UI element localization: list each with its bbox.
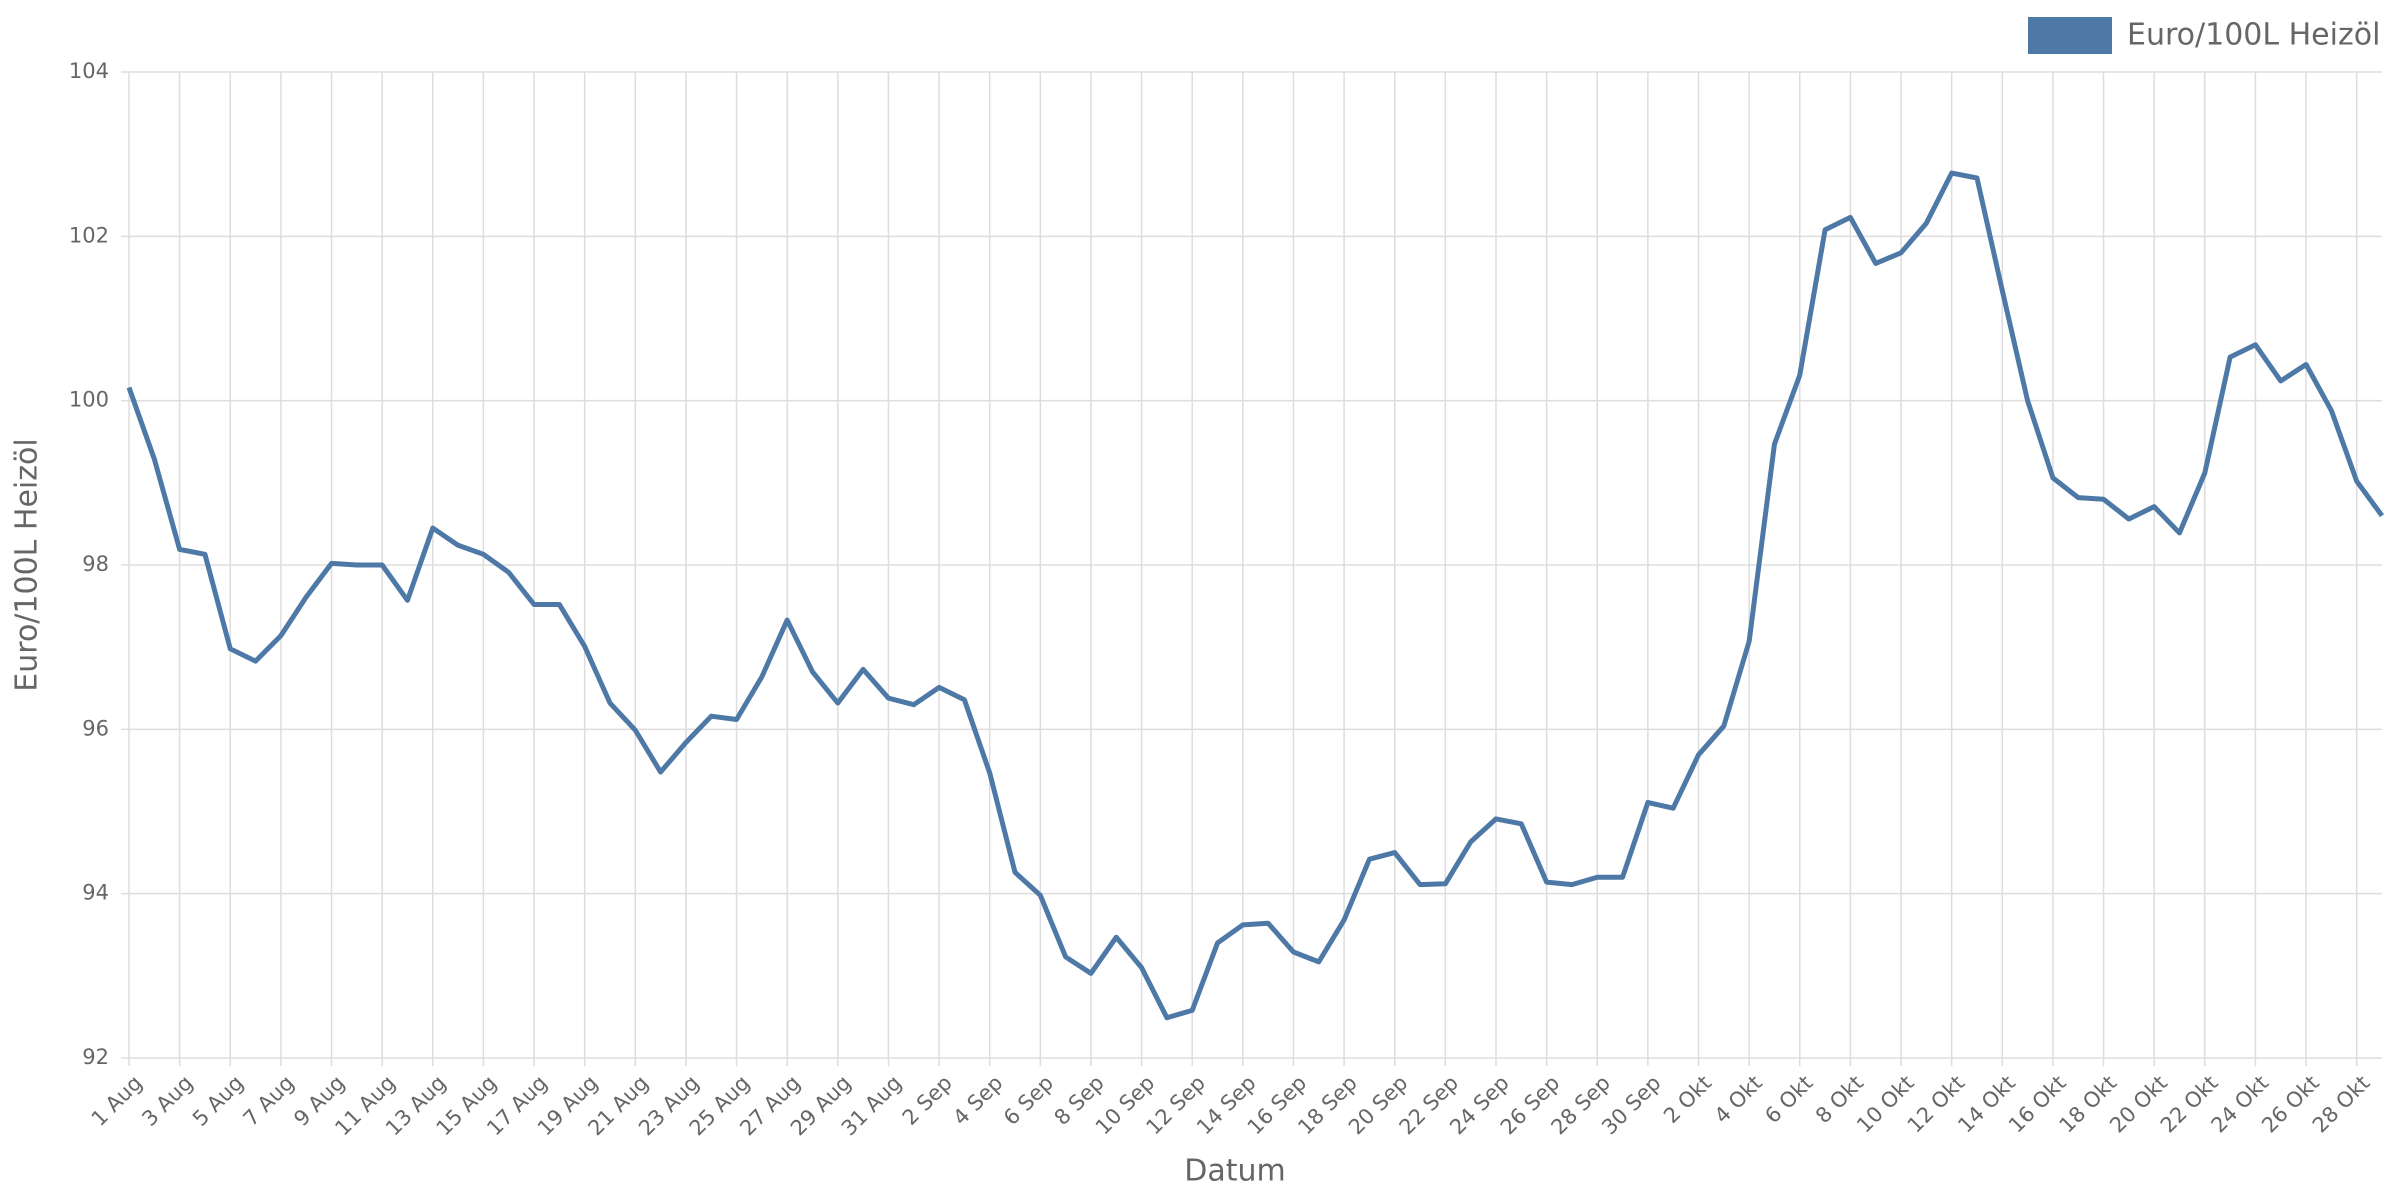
x-tick-label: 3 Aug	[137, 1071, 197, 1131]
y-tick-label: 98	[82, 552, 109, 576]
x-tick-label: 2 Okt	[1659, 1071, 1716, 1128]
line	[126, 170, 2385, 1021]
x-axis-title: Datum	[1184, 1154, 1285, 1189]
x-tick-label: 4 Sep	[948, 1071, 1007, 1130]
y-tick-label: 92	[82, 1045, 109, 1069]
x-tick-label: 1 Aug	[87, 1071, 147, 1131]
y-tick-label: 104	[69, 59, 109, 83]
x-tick-label: 6 Sep	[999, 1071, 1058, 1130]
legend-swatch	[2028, 17, 2112, 54]
x-tick-label: 28 Okt	[2308, 1071, 2375, 1138]
legend-text: Euro/100L Heizöl	[2127, 18, 2380, 53]
x-tick-label: 7 Aug	[239, 1071, 299, 1131]
y-tick-label: 102	[69, 223, 109, 247]
y-tick-label: 100	[69, 388, 109, 412]
y-tick-label: 96	[82, 716, 109, 740]
x-tick-label: 6 Okt	[1760, 1071, 1817, 1128]
y-tick-label: 94	[82, 881, 109, 905]
x-tick-label: 2 Sep	[898, 1071, 957, 1130]
x-tick-label: 4 Okt	[1710, 1071, 1767, 1128]
y-axis-title: Euro/100L Heizöl	[10, 438, 45, 691]
x-tick-label: 5 Aug	[188, 1071, 248, 1131]
